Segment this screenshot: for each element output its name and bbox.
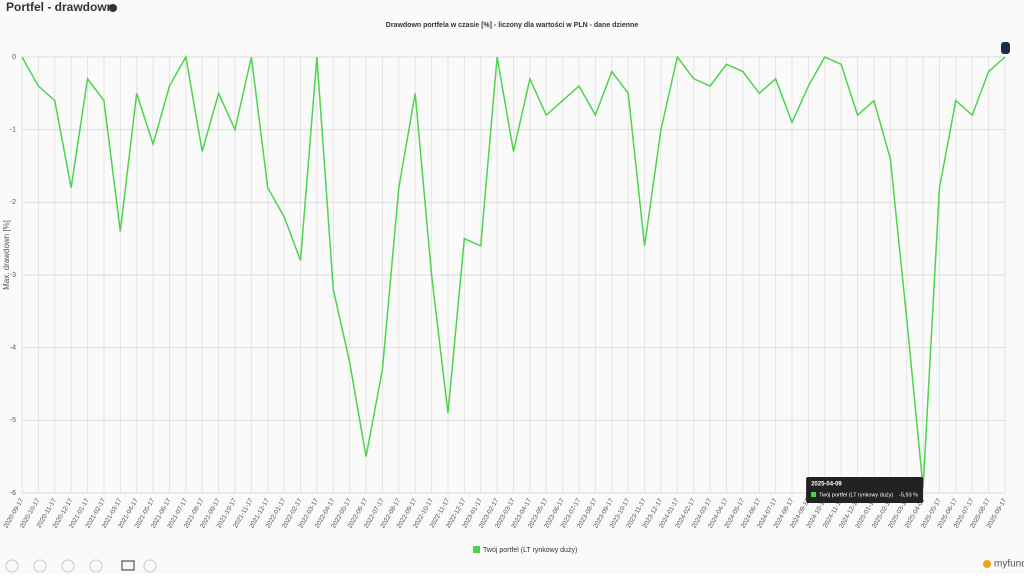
tooltip-value: -5,93 % — [899, 492, 918, 498]
series-line — [21, 54, 1006, 488]
tool-icon[interactable] — [89, 559, 103, 573]
tooltip-box — [806, 477, 924, 503]
page-title: Portfel - drawdown — [6, 0, 114, 14]
logo: myfund — [994, 559, 1024, 570]
tool-icon[interactable] — [5, 559, 19, 573]
tool-icon[interactable] — [143, 559, 157, 573]
y-tick-label: -1 — [10, 127, 16, 134]
tooltip-date: 2025-04-09 — [811, 482, 842, 488]
y-tick-label: -2 — [10, 199, 16, 206]
tooltip-swatch — [811, 492, 817, 497]
y-tick-label: -3 — [10, 272, 16, 279]
tooltip-series: Twój portfel (LT rynkowy duży) — [819, 492, 893, 498]
chart-title: Drawdown portfela w czasie [%] - liczony… — [386, 22, 639, 29]
logo-mark — [983, 560, 991, 568]
tool-icon[interactable] — [61, 559, 75, 573]
tool-icon[interactable] — [33, 559, 47, 573]
legend-swatch — [473, 546, 480, 553]
y-tick-label: 0 — [12, 54, 16, 61]
info-icon[interactable] — [109, 4, 117, 12]
camera-icon[interactable] — [121, 560, 135, 571]
toolbar — [5, 559, 157, 573]
y-axis-title: Max. drawdown [%] — [2, 220, 11, 290]
y-tick-label: -6 — [10, 490, 16, 497]
legend-label: Twój portfel (LT rynkowy duży) — [483, 547, 577, 554]
y-tick-label: -4 — [10, 345, 16, 352]
y-tick-label: -5 — [10, 417, 16, 424]
zoom-badge[interactable] — [1001, 42, 1010, 54]
